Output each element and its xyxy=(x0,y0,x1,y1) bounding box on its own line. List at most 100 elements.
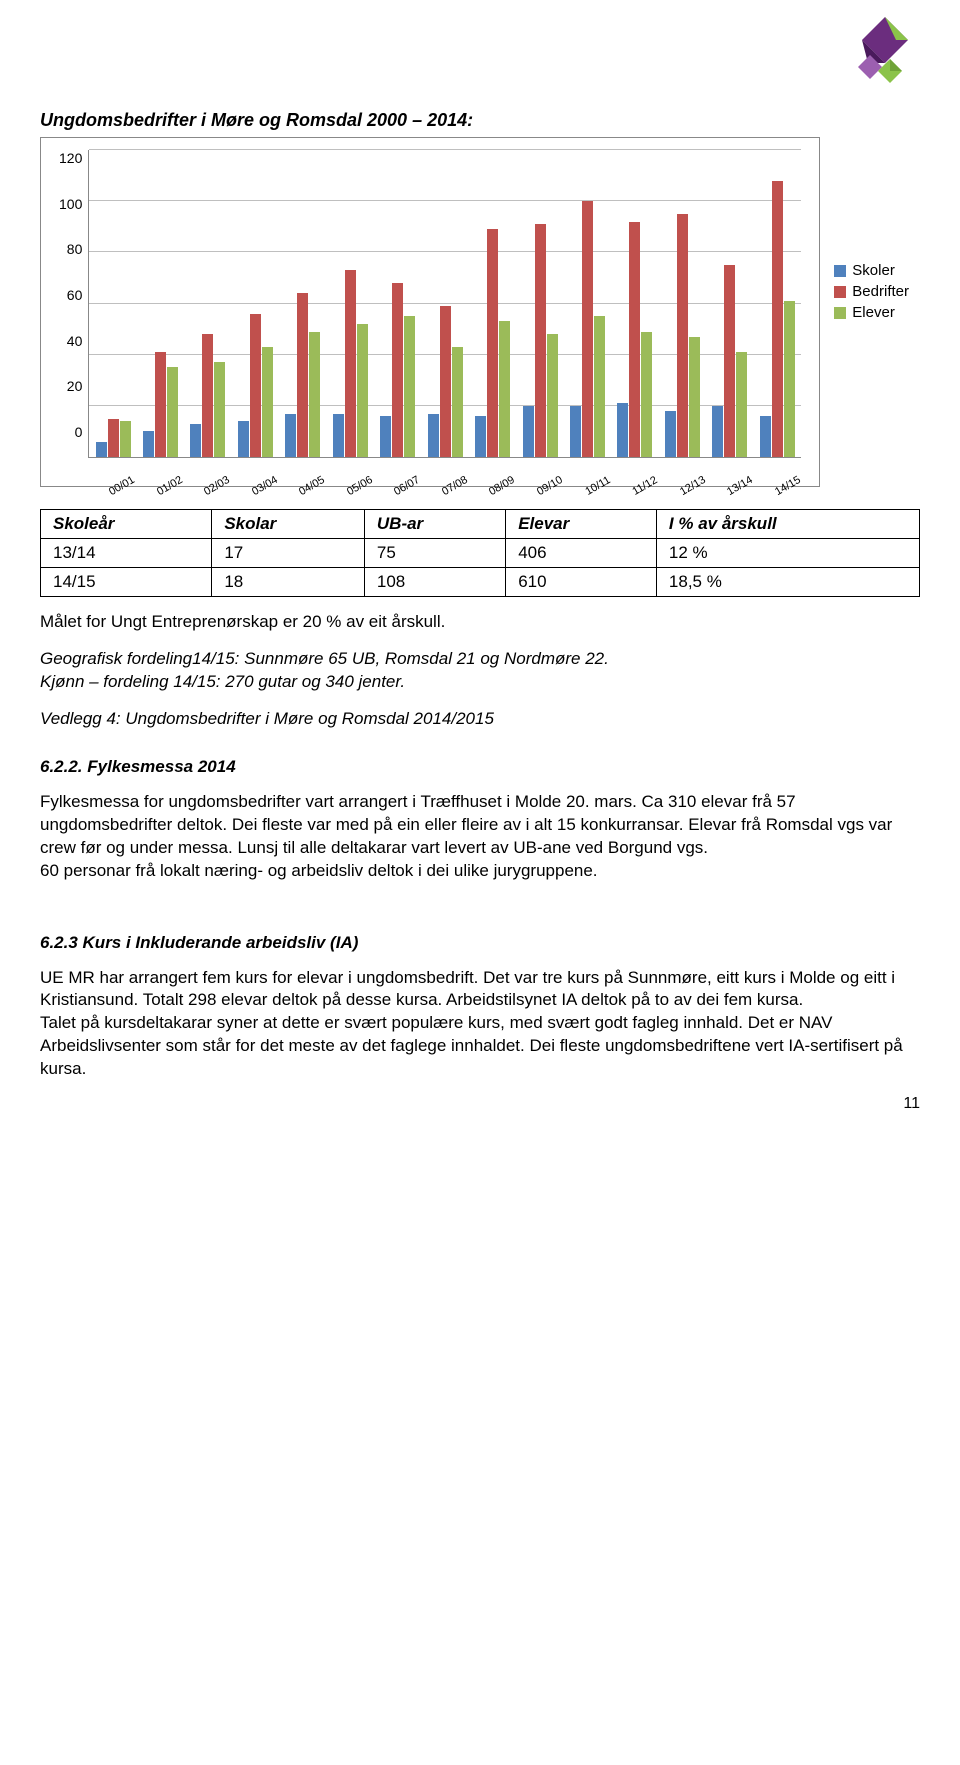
bar xyxy=(736,352,747,457)
bar-group xyxy=(89,150,136,457)
x-tick: 12/13 xyxy=(665,462,716,503)
bar xyxy=(724,265,735,457)
bar-group xyxy=(753,150,800,457)
x-tick: 14/15 xyxy=(760,462,811,503)
y-tick: 0 xyxy=(75,424,83,440)
bar-group xyxy=(564,150,611,457)
bar xyxy=(285,414,296,457)
table-cell: 17 xyxy=(212,539,365,568)
data-table: SkoleårSkolarUB-arElevarI % av årskull 1… xyxy=(40,509,920,597)
logo-icon xyxy=(850,15,920,90)
x-tick: 06/07 xyxy=(380,462,431,503)
bar xyxy=(380,416,391,457)
table-header: I % av årskull xyxy=(656,510,919,539)
legend-swatch xyxy=(834,307,846,319)
x-tick: 13/14 xyxy=(712,462,763,503)
bar-group xyxy=(327,150,374,457)
bar xyxy=(357,324,368,457)
bar xyxy=(712,406,723,457)
bar xyxy=(96,442,107,457)
bar xyxy=(333,414,344,457)
x-tick: 03/04 xyxy=(237,462,288,503)
bar xyxy=(629,222,640,457)
table-cell: 75 xyxy=(364,539,505,568)
bar xyxy=(404,316,415,457)
x-tick: 10/11 xyxy=(570,462,621,503)
bar xyxy=(238,421,249,457)
x-tick: 02/03 xyxy=(190,462,241,503)
x-tick: 04/05 xyxy=(285,462,336,503)
bar xyxy=(440,306,451,457)
table-cell: 18 xyxy=(212,568,365,597)
legend-swatch xyxy=(834,265,846,277)
bar xyxy=(760,416,771,457)
x-tick: 08/09 xyxy=(475,462,526,503)
bar xyxy=(499,321,510,457)
table-cell: 18,5 % xyxy=(656,568,919,597)
bar xyxy=(155,352,166,457)
legend-label: Elever xyxy=(852,304,895,321)
bar xyxy=(214,362,225,457)
x-tick: 09/10 xyxy=(522,462,573,503)
bar xyxy=(570,406,581,457)
section-622-heading: 6.2.2. Fylkesmessa 2014 xyxy=(40,757,920,777)
table-header: Skoleår xyxy=(41,510,212,539)
bar-group xyxy=(469,150,516,457)
bar xyxy=(250,314,261,457)
x-tick: 11/12 xyxy=(617,462,668,503)
bar xyxy=(167,367,178,457)
table-cell: 12 % xyxy=(656,539,919,568)
geo-distribution: Geografisk fordeling14/15: Sunnmøre 65 U… xyxy=(40,648,920,694)
legend-item: Bedrifter xyxy=(834,283,909,300)
bar-group xyxy=(421,150,468,457)
y-tick: 120 xyxy=(59,150,82,166)
page-number: 11 xyxy=(903,1095,920,1113)
bar-group xyxy=(279,150,326,457)
table-row: 13/14177540612 % xyxy=(41,539,920,568)
bar xyxy=(309,332,320,457)
bar xyxy=(428,414,439,457)
bar xyxy=(582,201,593,457)
table-header: Skolar xyxy=(212,510,365,539)
legend-label: Skoler xyxy=(852,262,895,279)
bar xyxy=(452,347,463,457)
y-tick: 40 xyxy=(67,333,83,349)
section-623-heading: 6.2.3 Kurs i Inkluderande arbeidsliv (IA… xyxy=(40,933,920,953)
bar xyxy=(202,334,213,457)
x-tick: 01/02 xyxy=(142,462,193,503)
bar xyxy=(392,283,403,457)
bar xyxy=(594,316,605,457)
legend-item: Elever xyxy=(834,304,909,321)
table-header: Elevar xyxy=(506,510,657,539)
bar-group xyxy=(137,150,184,457)
bar-group xyxy=(706,150,753,457)
y-tick: 60 xyxy=(67,287,83,303)
bar xyxy=(345,270,356,457)
bar xyxy=(689,337,700,457)
table-cell: 406 xyxy=(506,539,657,568)
bar-group xyxy=(374,150,421,457)
table-cell: 14/15 xyxy=(41,568,212,597)
y-tick: 80 xyxy=(67,241,83,257)
section-622-body: Fylkesmessa for ungdomsbedrifter vart ar… xyxy=(40,791,920,883)
bar-group xyxy=(516,150,563,457)
table-cell: 108 xyxy=(364,568,505,597)
bar xyxy=(547,334,558,457)
bar-chart: 120100806040200 00/0101/0202/0303/0404/0… xyxy=(40,137,820,487)
goal-text: Målet for Ungt Entreprenørskap er 20 % a… xyxy=(40,611,920,634)
y-tick: 100 xyxy=(59,196,82,212)
table-cell: 13/14 xyxy=(41,539,212,568)
bar xyxy=(143,431,154,457)
bar xyxy=(120,421,131,457)
x-tick: 00/01 xyxy=(95,462,146,503)
bar-group xyxy=(659,150,706,457)
bar xyxy=(665,411,676,457)
legend-item: Skoler xyxy=(834,262,909,279)
bar xyxy=(617,403,628,457)
vedlegg-ref: Vedlegg 4: Ungdomsbedrifter i Møre og Ro… xyxy=(40,708,920,731)
legend-label: Bedrifter xyxy=(852,283,909,300)
bar xyxy=(641,332,652,457)
bar xyxy=(784,301,795,457)
bar xyxy=(475,416,486,457)
chart-title: Ungdomsbedrifter i Møre og Romsdal 2000 … xyxy=(40,110,920,131)
